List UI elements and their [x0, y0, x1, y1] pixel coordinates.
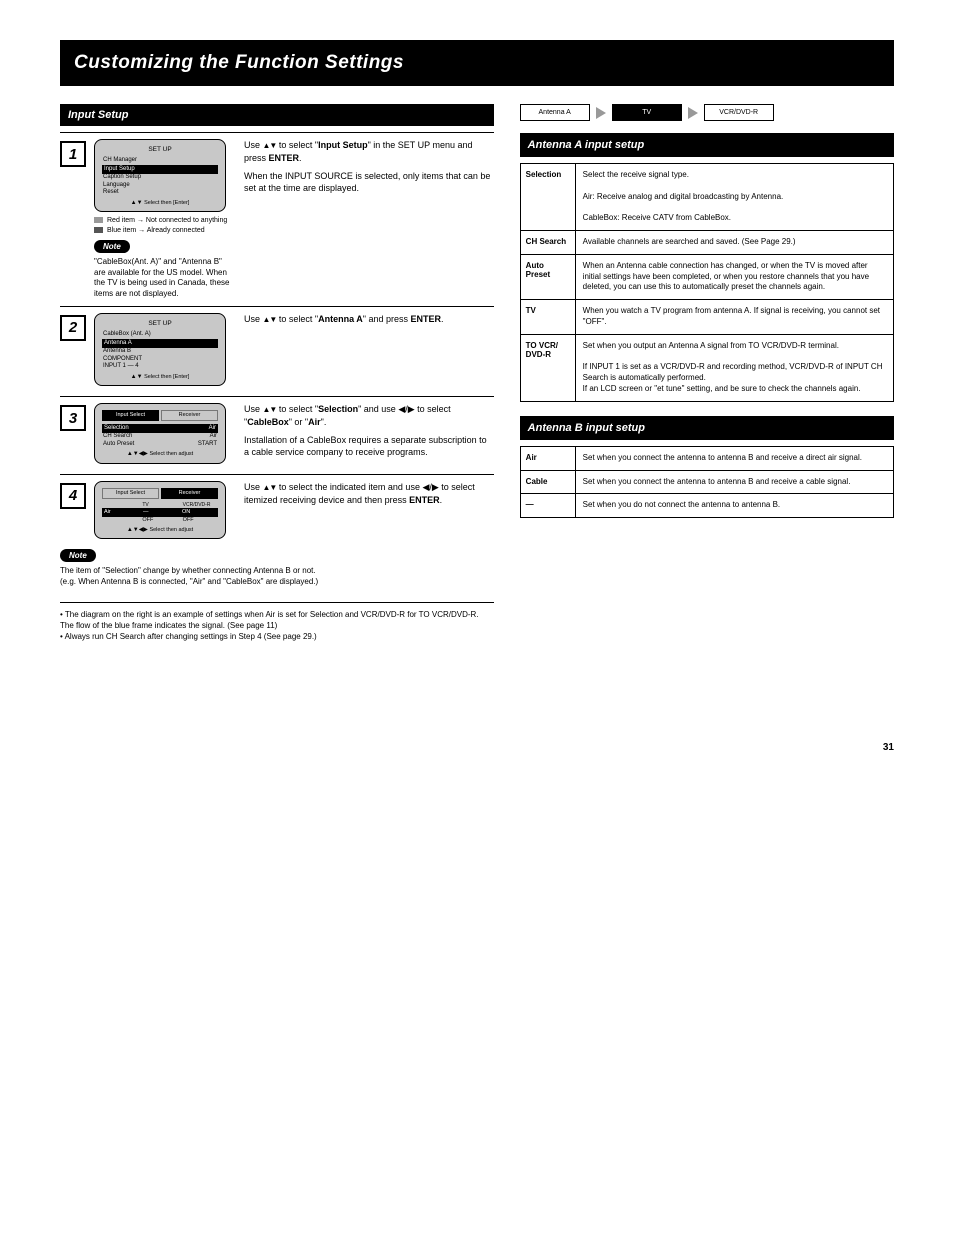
step-1: 1 SET UP CH Manager Input Setup Caption …	[60, 132, 494, 300]
table-row: Cable Set when you connect the antenna t…	[521, 470, 893, 494]
lower-bullet-note: • The diagram on the right is an example…	[60, 602, 494, 643]
table-row: Selection Select the receive signal type…	[521, 164, 893, 230]
color-legend: Red item → Not connected to anything Blu…	[94, 216, 234, 236]
note-text: The item of "Selection" change by whethe…	[60, 566, 494, 588]
step-number: 3	[60, 405, 86, 431]
table-row: CH Search Available channels are searche…	[521, 230, 893, 254]
section-header-antenna-b: Antenna B input setup	[520, 416, 894, 440]
flow-box-vcr: VCR/DVD-R	[704, 104, 774, 121]
lcd-screen-step1: SET UP CH Manager Input Setup Caption Se…	[94, 139, 226, 212]
step4-text: Use ▲▼ to select the indicated item and …	[244, 481, 494, 543]
lcd-screen-step2: SET UP CableBox (Ant. A) Antenna A Anten…	[94, 313, 226, 386]
signal-flow-diagram: Antenna A TV VCR/DVD-R	[520, 104, 894, 121]
section-header-antenna-a: Antenna A input setup	[520, 133, 894, 157]
step-number: 4	[60, 483, 86, 509]
step1-text: Use ▲▼ to select "Input Setup" in the SE…	[244, 139, 494, 300]
step-4: 4 Input Select Receiver TVVCR/DVD-R Air—…	[60, 474, 494, 543]
note-badge: Note	[94, 240, 130, 253]
step-2: 2 SET UP CableBox (Ant. A) Antenna A Ant…	[60, 306, 494, 390]
note-badge: Note	[60, 549, 96, 562]
flow-box-antenna: Antenna A	[520, 104, 590, 121]
step-number: 1	[60, 141, 86, 167]
right-column: Antenna A TV VCR/DVD-R Antenna A input s…	[520, 104, 894, 642]
table-row: TV When you watch a TV program from ante…	[521, 299, 893, 334]
table-row: Auto Preset When an Antenna cable connec…	[521, 254, 893, 299]
left-column: Input Setup 1 SET UP CH Manager Input Se…	[60, 104, 494, 642]
table-row: Air Set when you connect the antenna to …	[521, 447, 893, 470]
flow-arrow-icon	[596, 107, 606, 119]
flow-arrow-icon	[688, 107, 698, 119]
flow-box-tv: TV	[612, 104, 682, 121]
antenna-a-table: Selection Select the receive signal type…	[520, 163, 894, 402]
step3-text: Use ▲▼ to select "Selection" and use ◀/▶…	[244, 403, 494, 468]
table-row: TO VCR/ DVD-R Set when you output an Ant…	[521, 334, 893, 401]
page-number: 31	[883, 742, 894, 753]
step-number: 2	[60, 315, 86, 341]
table-row: — Set when you do not connect the antenn…	[521, 493, 893, 517]
page-footer: 31	[60, 742, 894, 753]
page-title-bar: Customizing the Function Settings	[60, 40, 894, 86]
note-text: "CableBox(Ant. A)" and "Antenna B" are a…	[94, 257, 234, 300]
antenna-b-table: Air Set when you connect the antenna to …	[520, 446, 894, 518]
lcd-screen-step3: Input Select Receiver SelectionAir CH Se…	[94, 403, 226, 464]
step2-text: Use ▲▼ to select "Antenna A" and press E…	[244, 313, 494, 390]
lcd-screen-step4: Input Select Receiver TVVCR/DVD-R Air—ON…	[94, 481, 226, 539]
section-header-input-setup: Input Setup	[60, 104, 494, 126]
step-3: 3 Input Select Receiver SelectionAir CH …	[60, 396, 494, 468]
